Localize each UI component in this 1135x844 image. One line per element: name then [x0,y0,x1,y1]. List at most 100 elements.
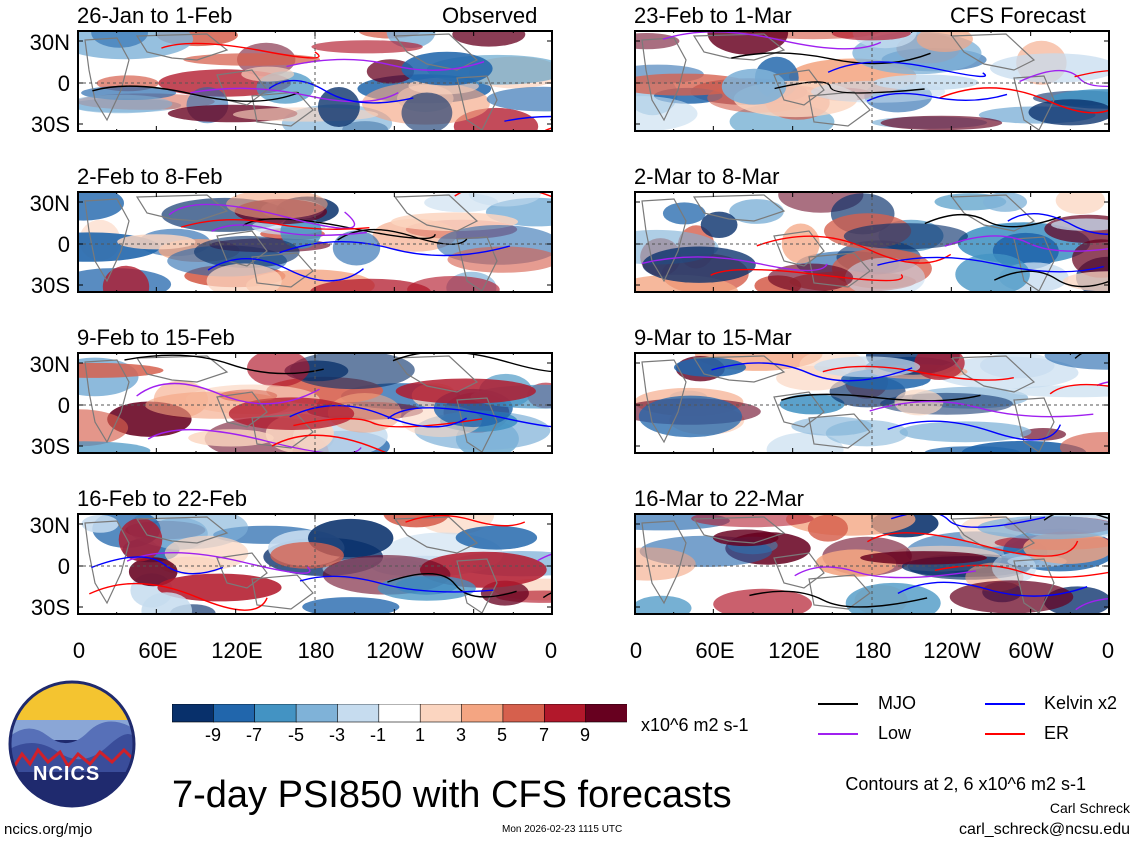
wave-contour [190,87,399,103]
map-panel-obs-3 [77,352,553,454]
x-tick-label: 60E [695,638,735,663]
wave-contour [1007,213,1110,235]
coastline [135,355,229,383]
x-tick-label: 60W [451,638,497,663]
anomaly-shading [468,191,541,207]
author-email[interactable]: carl_schreck@ncsu.edu [959,821,1130,838]
wave-contour [299,575,494,593]
colorbar-swatch [337,704,380,723]
x-tick-label: 120W [366,638,424,663]
x-tick-label: 0 [1101,638,1115,663]
wave-contour [774,81,925,94]
coastline [84,359,130,444]
anomaly-shading [1044,352,1110,370]
anomaly-shading [270,542,344,569]
anomaly-shading [407,276,500,293]
y-tick-30s: 30S [30,434,70,459]
colorbar-swatch [295,704,339,723]
wave-contour [286,58,485,71]
coastline [808,413,871,449]
colorbar-tick: -3 [328,725,346,745]
x-tick-label: 180 [854,638,892,663]
wave-contour [1019,69,1110,88]
map-panel-obs-1 [77,30,553,132]
anomaly-shading [674,357,746,377]
coastline [135,516,229,544]
x-tick-label: 120E [211,638,263,663]
colorbar-swatch [378,704,422,723]
coastline [773,391,825,428]
main-title: 7-day PSI850 with CFS forecasts [172,774,732,816]
anomaly-shading [102,265,150,293]
wave-contour [504,115,553,122]
anomaly-shading [992,552,1037,583]
coastline [950,33,1036,71]
anomaly-shading [302,597,400,615]
wave-contour [1049,383,1110,395]
coastline [135,194,229,222]
anomaly-shading [707,30,789,55]
wave-contour [641,256,828,272]
anomaly-shading [713,588,812,615]
anomaly-shading [395,378,536,404]
anomaly-shading [332,230,381,266]
panel-title-fcst-3: 9-Mar to 15-Mar [634,325,792,350]
coastline [135,33,229,61]
anomaly-shading [825,420,908,447]
anomaly-shading [228,397,355,430]
anomaly-shading [1020,428,1067,441]
x-tick-label: 120W [923,638,981,663]
anomaly-shading [183,53,321,66]
wave-contour [822,365,1014,381]
coastline [393,516,479,554]
anomaly-shading [1007,385,1110,398]
colorbar-tick: 5 [496,725,508,745]
logo-text: NCICS [33,763,101,785]
anomaly-shading [91,30,148,48]
anomaly-shading [983,192,1028,212]
legend-low-label: Low [878,723,912,743]
coastline [808,574,871,610]
map-panel-obs-2 [77,191,553,293]
legend-er-line [985,733,1025,735]
x-tick-label: 0 [544,638,558,663]
wave-contour [994,270,1110,288]
colorbar-swatch [172,704,215,723]
wave-contour [794,566,977,579]
anomaly-shading [634,595,692,615]
wave-contour [92,85,300,102]
wave-contour [887,420,1062,441]
coastline [773,230,825,267]
anomaly-shading [77,441,151,454]
anomaly-shading [141,592,192,615]
panel-title-obs-1: 26-Jan to 1-Feb [77,3,233,28]
site-url[interactable]: ncics.org/mjo [4,821,93,838]
anomaly-shading [290,352,415,390]
coastline [251,252,314,288]
colorbar-tick: 9 [579,725,591,745]
wave-contour [161,42,320,59]
anomaly-shading [117,234,196,250]
colorbar-tick: 3 [455,725,467,745]
wave-contour [756,235,952,264]
anomaly-shading [486,86,553,112]
anomaly-shading [1059,432,1110,454]
anomaly-shading [310,278,431,293]
wave-contour [944,235,1110,252]
wave-contour [867,532,1079,557]
coastline [456,558,498,614]
anomaly-shading [700,211,738,238]
colorbar-tick: -7 [245,725,263,745]
map-panel-fcst-2 [634,191,1110,293]
coastline [641,37,687,122]
wave-contour [780,393,981,402]
coastline [84,198,130,283]
anomaly-shading [317,87,360,127]
anomaly-shading [729,199,784,224]
wave-contour [924,213,1061,228]
anomaly-shading [247,352,310,387]
anomaly-shading [880,115,1003,131]
y-tick-30n: 30N [29,513,70,538]
map-panel-obs-4 [77,513,553,615]
colorbar [172,704,627,723]
